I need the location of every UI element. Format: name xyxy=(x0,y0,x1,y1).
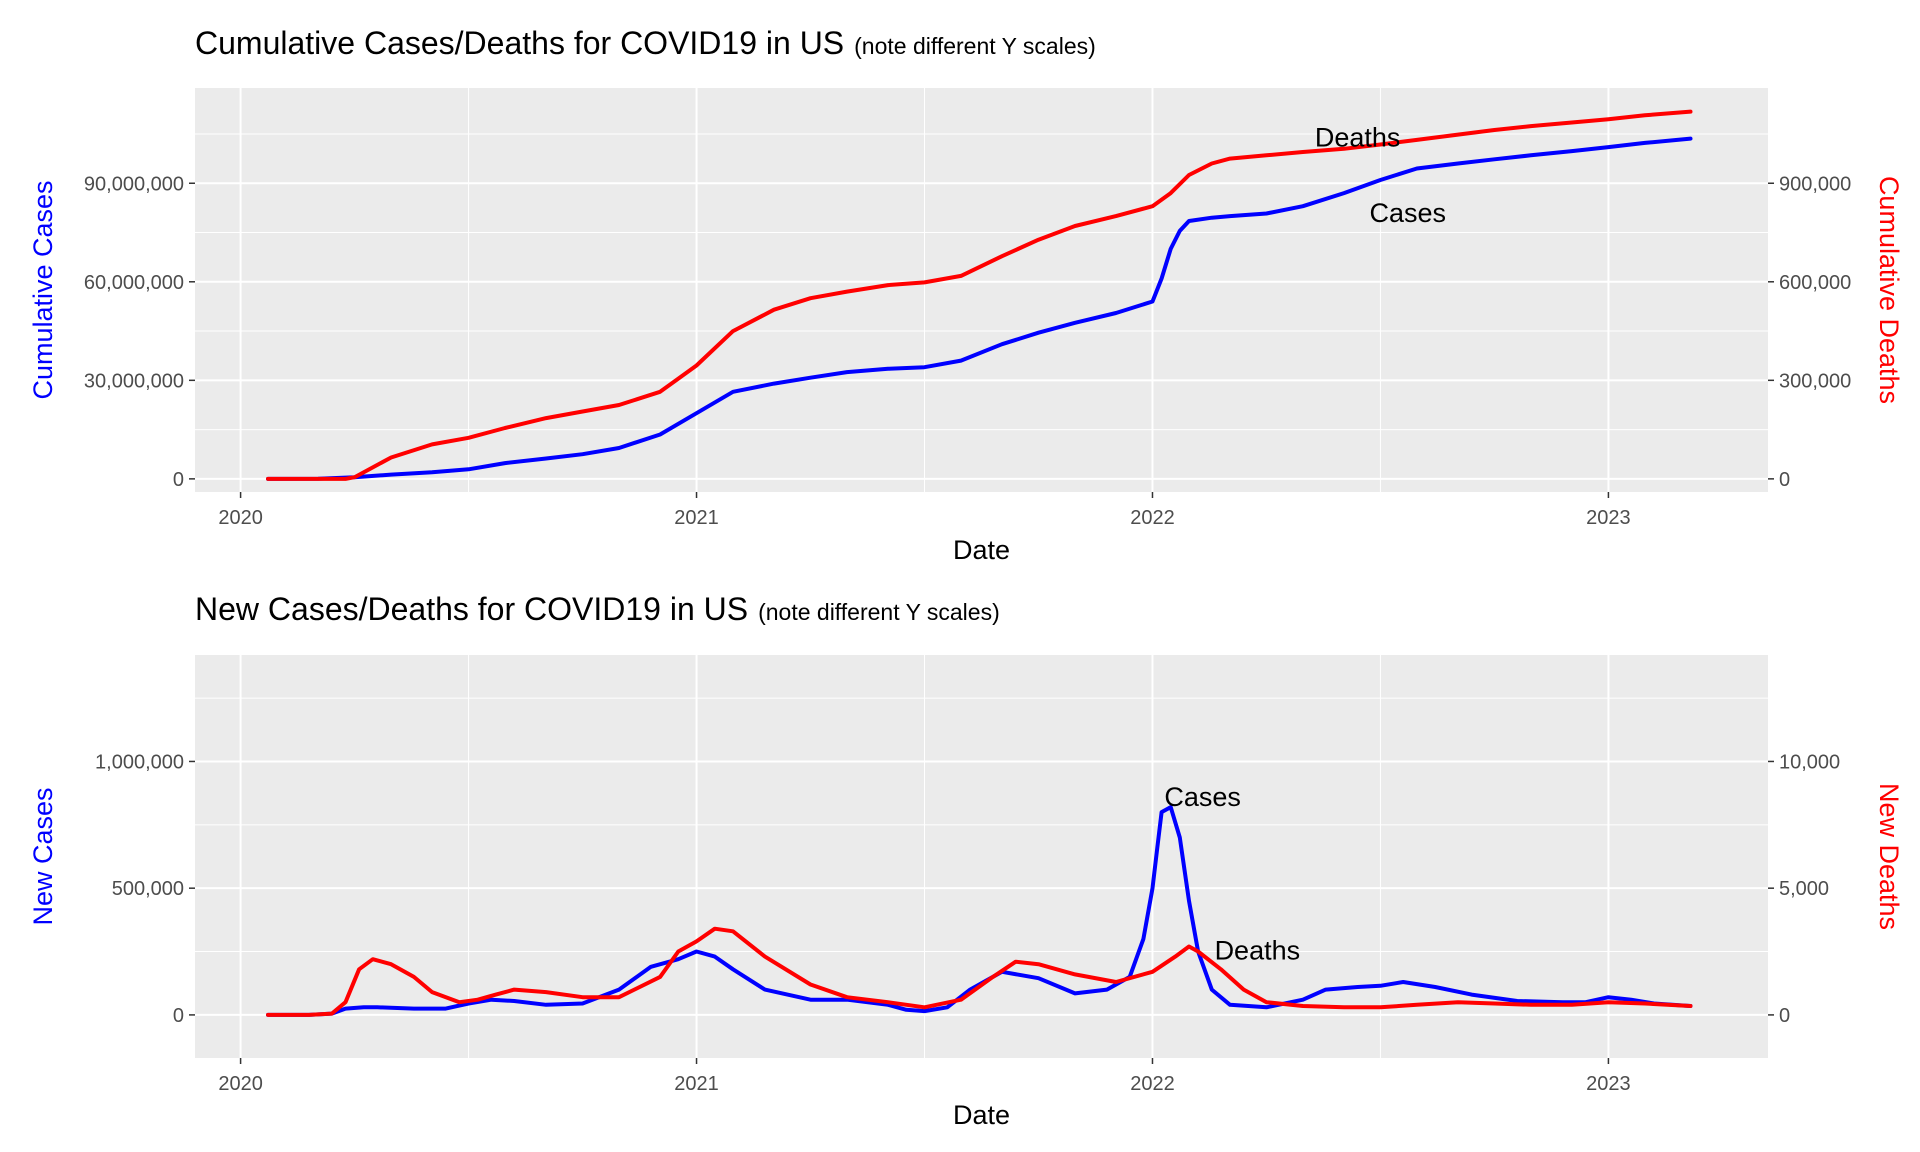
cases-series-line xyxy=(266,136,1693,481)
x-axis-title: Date xyxy=(953,1100,1010,1130)
chart-title-main: New Cases/Deaths for COVID19 in US xyxy=(195,591,748,627)
y-right-axis-title: New Deaths xyxy=(1874,783,1904,930)
x-tick-label: 2023 xyxy=(1586,507,1631,529)
y-right-tick-label: 0 xyxy=(1779,1005,1790,1027)
y-left-tick-label: 30,000,000 xyxy=(84,370,184,392)
y-right-tick-label: 0 xyxy=(1779,469,1790,491)
y-left-tick-label: 500,000 xyxy=(112,878,184,900)
y-right-tick-label: 600,000 xyxy=(1779,272,1851,294)
y-left-tick-label: 1,000,000 xyxy=(95,751,184,773)
new-cases-chart: 2020 2021 2022 2023 0 500,000 1,000,000 0 5,000 1… xyxy=(28,591,1904,1130)
y-right-axis-title: Cumulative Deaths xyxy=(1874,176,1904,404)
y-left-axis-title: New Cases xyxy=(28,787,58,925)
chart-subtitle: (note different Y scales) xyxy=(854,33,1096,59)
cumulative-chart: 2020 2021 2022 2023 0 30,000,000 60,000,000 90,… xyxy=(28,25,1904,565)
x-tick-label: 2020 xyxy=(218,1073,263,1095)
x-tick-label: 2021 xyxy=(674,1073,719,1095)
y-right-tick-label: 5,000 xyxy=(1779,878,1829,900)
y-right-tick-label: 900,000 xyxy=(1779,173,1851,195)
y-right-tick-label: 300,000 xyxy=(1779,370,1851,392)
cases-annotation: Cases xyxy=(1164,782,1241,812)
cases-series-line xyxy=(266,805,1693,1017)
x-tick-label: 2020 xyxy=(218,507,263,529)
x-axis-title: Date xyxy=(953,535,1010,565)
cases-annotation: Cases xyxy=(1370,198,1447,228)
chart-title-main: Cumulative Cases/Deaths for COVID19 in U… xyxy=(195,25,844,61)
plot-panel xyxy=(195,88,1768,492)
deaths-annotation: Deaths xyxy=(1215,935,1301,965)
deaths-series-line xyxy=(266,926,1693,1017)
y-left-tick-label: 0 xyxy=(173,1005,184,1027)
chart-subtitle: (note different Y scales) xyxy=(758,599,1000,625)
x-tick-label: 2023 xyxy=(1586,1073,1631,1095)
y-left-tick-label: 90,000,000 xyxy=(84,173,184,195)
chart-title: Cumulative Cases/Deaths for COVID19 in U… xyxy=(195,25,1096,61)
y-right-tick-label: 10,000 xyxy=(1779,751,1840,773)
deaths-annotation: Deaths xyxy=(1315,122,1401,152)
chart-title: New Cases/Deaths for COVID19 in US (note … xyxy=(195,591,1000,627)
x-tick-label: 2022 xyxy=(1130,1073,1175,1095)
plot-panel xyxy=(195,655,1768,1058)
x-tick-label: 2022 xyxy=(1130,507,1175,529)
y-left-tick-label: 0 xyxy=(173,469,184,491)
deaths-series-line xyxy=(266,109,1693,481)
y-left-tick-label: 60,000,000 xyxy=(84,272,184,294)
y-left-axis-title: Cumulative Cases xyxy=(28,180,58,399)
x-tick-label: 2021 xyxy=(674,507,719,529)
